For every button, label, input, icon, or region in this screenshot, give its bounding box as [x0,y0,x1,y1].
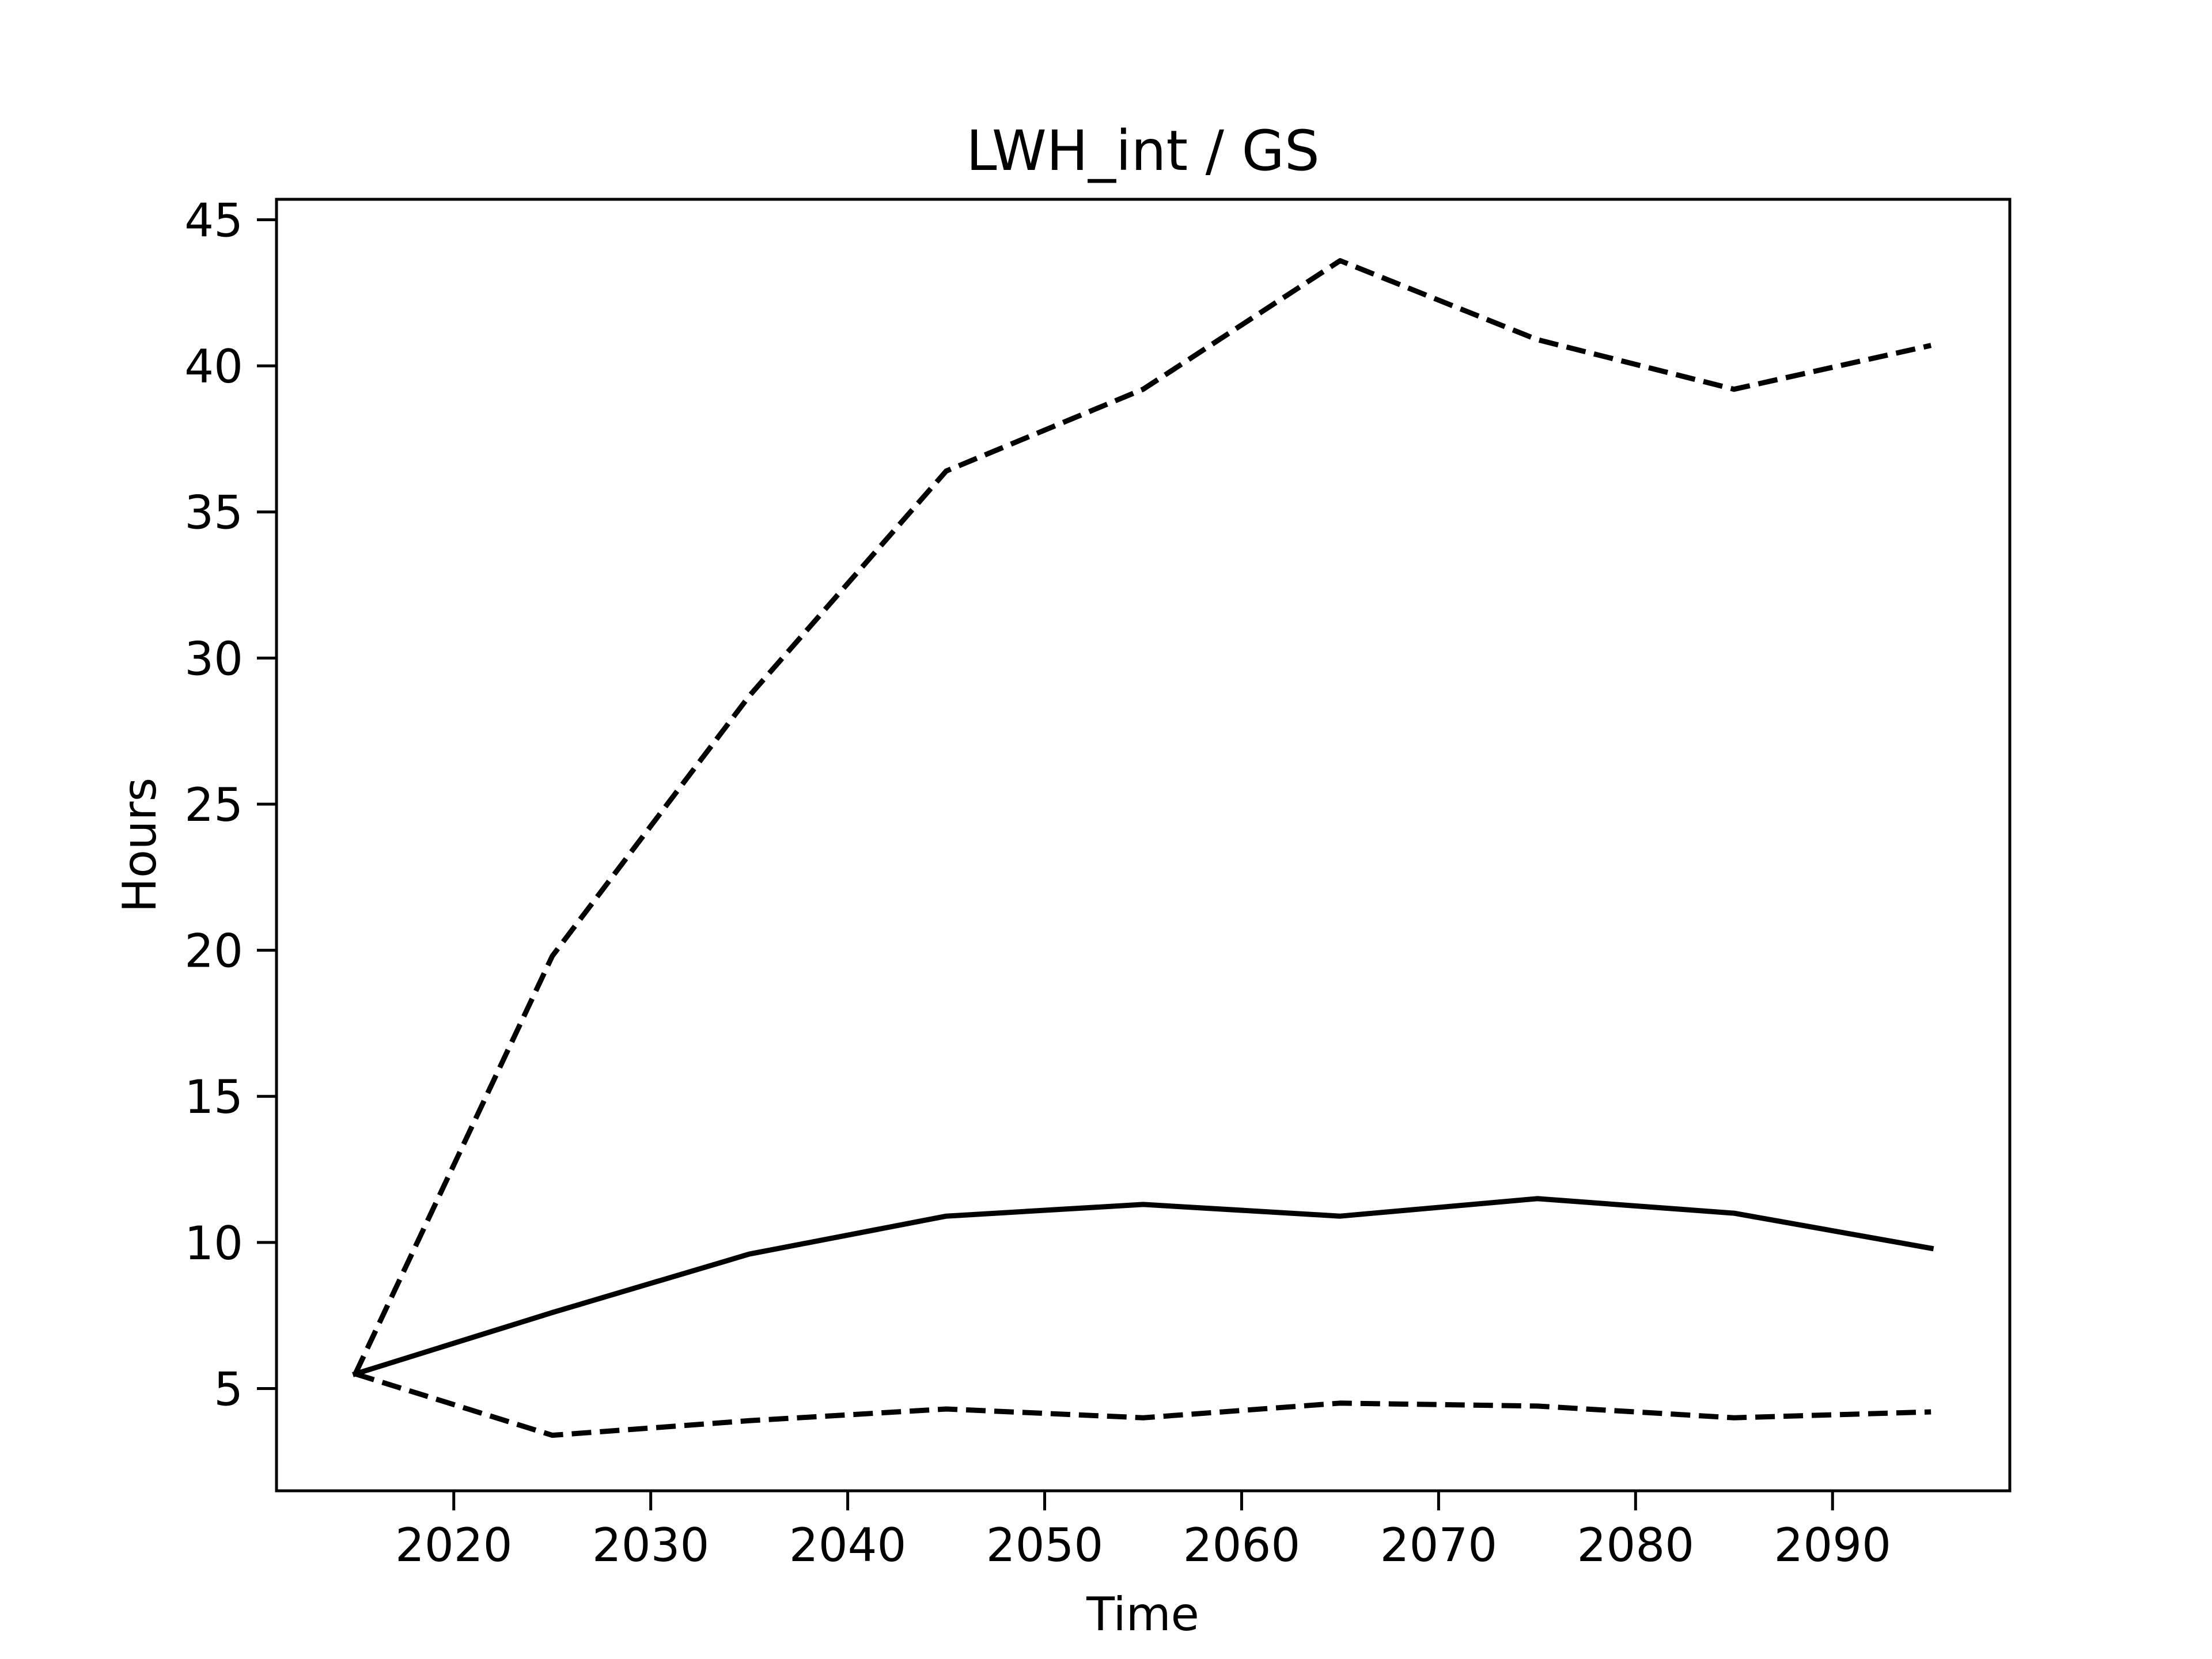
y-tick-label: 10 [184,1217,243,1270]
y-tick-label: 5 [214,1362,243,1416]
x-tick-label: 2040 [789,1518,907,1572]
series-layer [352,258,1934,1438]
y-tick-label: 35 [184,486,243,540]
y-tick-label: 20 [184,925,243,978]
series-line-3 [354,1371,1931,1438]
y-tick-label: 25 [184,778,243,832]
x-tick-label: 2080 [1577,1518,1695,1572]
x-axis-label: Time [1086,1588,1199,1641]
y-tick-label: 45 [184,194,243,248]
chart-title: LWH_int / GS [966,119,1320,183]
x-tick-label: 2070 [1380,1518,1498,1572]
y-tick-label: 15 [184,1070,243,1124]
x-tick-label: 2060 [1183,1518,1301,1572]
x-tick-label: 2050 [986,1518,1104,1572]
plot-frame [275,198,2012,1493]
y-tick-label: 30 [184,632,243,685]
y-axis-ticks: 5 10 15 20 25 30 35 40 45 [184,194,276,1416]
y-axis-label: Hours [113,778,166,912]
series-line-2 [352,1196,1934,1377]
x-axis-ticks: 2020 2030 2040 2050 2060 2070 2080 2090 [395,1491,1891,1572]
y-tick-label: 40 [184,340,243,393]
series-line-1 [353,258,1932,1376]
x-tick-label: 2020 [395,1518,513,1572]
x-tick-label: 2030 [592,1518,710,1572]
x-tick-label: 2090 [1774,1518,1891,1572]
